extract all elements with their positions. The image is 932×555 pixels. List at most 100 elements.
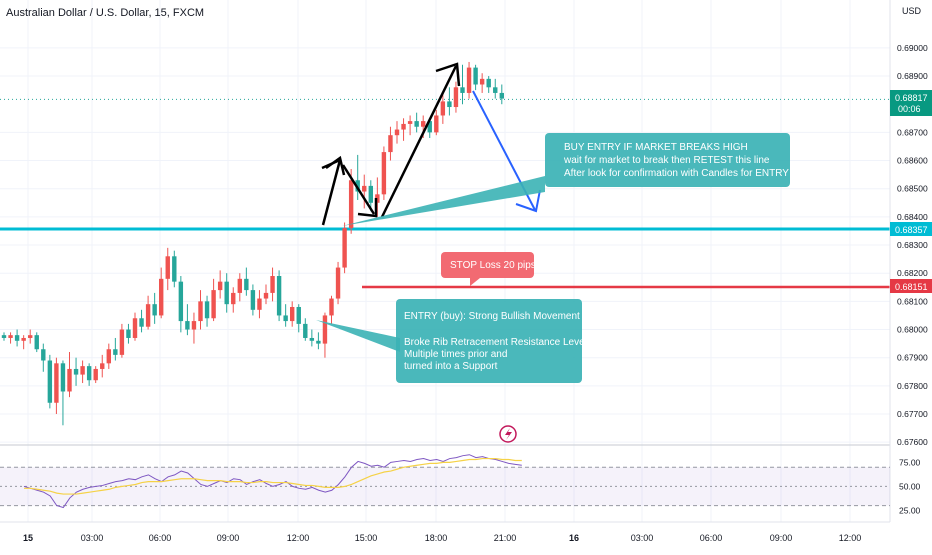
resistance-price-tag: 0.68357 (890, 222, 932, 236)
candle (139, 318, 144, 327)
impulse-arrow-1-line[interactable] (321, 159, 342, 226)
time-tick-label: 12:00 (287, 533, 310, 543)
candle (394, 129, 400, 136)
price-tick-label: 0.68500 (897, 184, 928, 194)
time-tick-label: 16 (569, 533, 579, 543)
levels-layer (0, 98, 890, 289)
candle (329, 298, 334, 316)
price-tick-label: 0.68200 (897, 268, 928, 278)
svg-text:0.68817: 0.68817 (895, 93, 928, 103)
candle (453, 87, 459, 108)
candle (276, 276, 282, 316)
svg-text:0.68151: 0.68151 (895, 282, 928, 292)
time-tick-label: 15:00 (355, 533, 378, 543)
retrace-arrow-line[interactable] (341, 164, 376, 215)
retrace-arrow-head (357, 198, 378, 218)
candle (113, 349, 118, 355)
candle (106, 349, 111, 364)
candle (257, 298, 262, 310)
impulse-arrow-2-head (435, 62, 461, 87)
candle (440, 101, 446, 116)
candle (231, 292, 236, 305)
candle (407, 121, 413, 124)
candle (381, 152, 387, 195)
symbol-title[interactable]: Australian Dollar / U.S. Dollar, 15, FXC… (6, 7, 204, 19)
current-price-tag: 0.68817 00:06 (890, 90, 932, 116)
time-tick-label: 03:00 (631, 533, 654, 543)
candle (362, 185, 367, 192)
rsi-ticks: 75.00 50.00 25.00 (899, 457, 921, 515)
candle (47, 360, 53, 403)
buy-entry-line2: After look for confirmation with Candles… (564, 168, 789, 179)
price-tick-label: 0.68600 (897, 156, 928, 166)
price-tick-label: 0.67800 (897, 381, 928, 391)
entry-callout[interactable]: ENTRY (buy): Strong Bullish Movement Bro… (396, 299, 587, 383)
candle (191, 321, 197, 330)
price-tick-label: 0.69000 (897, 43, 928, 53)
candle (8, 335, 13, 338)
candle (73, 368, 79, 375)
rsi-tick-label: 25.00 (899, 505, 921, 515)
buy-entry-callout[interactable]: BUY ENTRY IF MARKET BREAKS HIGH wait for… (545, 133, 790, 187)
candle (322, 315, 328, 344)
candle (178, 281, 184, 322)
candle (479, 78, 485, 85)
rsi-pane[interactable] (0, 454, 890, 509)
candle (172, 256, 177, 282)
price-ticks: 0.69000 0.68900 0.68700 0.68600 0.68500 0.684… (897, 43, 928, 447)
time-tick-label: 12:00 (839, 533, 862, 543)
candle (119, 329, 125, 355)
candle (67, 368, 72, 392)
price-tick-label: 0.67900 (897, 353, 928, 363)
candle (290, 306, 295, 322)
candle (86, 366, 92, 381)
rsi-tick-label: 75.00 (899, 457, 921, 467)
candle (211, 290, 216, 319)
candle (80, 366, 85, 375)
flash-icon (505, 428, 512, 440)
svg-text:0.68357: 0.68357 (895, 225, 928, 235)
candle (152, 304, 157, 316)
candle (204, 301, 210, 319)
drawings-layer (316, 62, 545, 443)
stop-loss-callout[interactable]: STOP Loss 20 pips (441, 252, 536, 286)
candle (303, 323, 308, 338)
rsi-tick-label: 50.00 (899, 481, 921, 491)
price-tick-label: 0.68700 (897, 127, 928, 137)
candle (401, 123, 406, 130)
stop-price-tag: 0.68151 (890, 279, 932, 293)
candle (28, 335, 33, 338)
time-tick-label: 18:00 (425, 533, 448, 543)
candle (217, 281, 223, 291)
buy-entry-title: BUY ENTRY IF MARKET BREAKS HIGH (564, 142, 748, 153)
candle (447, 101, 452, 108)
candle (421, 121, 426, 127)
price-tick-label: 0.67600 (897, 437, 928, 447)
projection-arrow-head (515, 189, 541, 213)
candle (368, 185, 373, 203)
time-tick-label: 06:00 (149, 533, 172, 543)
candle (198, 301, 203, 322)
candle (34, 335, 39, 350)
time-tick-label: 21:00 (494, 533, 517, 543)
price-tick-label: 0.68300 (897, 240, 928, 250)
currency-label: USD (902, 6, 922, 16)
candle (126, 329, 131, 338)
impulse-arrow-2-line[interactable] (380, 65, 458, 218)
buy-callout-pointer (342, 176, 545, 226)
candle (132, 318, 138, 338)
entry-line1: Broke Rib Retracement Resistance Level (404, 337, 587, 348)
time-tick-label: 09:00 (770, 533, 793, 543)
price-tick-label: 0.68000 (897, 325, 928, 335)
candle (348, 180, 354, 229)
entry-callout-pointer (316, 320, 400, 352)
candle (493, 87, 498, 93)
candle (224, 281, 229, 305)
buy-entry-line1: wait for market to break then RETEST thi… (563, 155, 770, 166)
candle (237, 278, 242, 293)
stop-loss-text: STOP Loss 20 pips (450, 260, 536, 271)
candle (427, 121, 432, 133)
time-tick-label: 06:00 (700, 533, 723, 543)
